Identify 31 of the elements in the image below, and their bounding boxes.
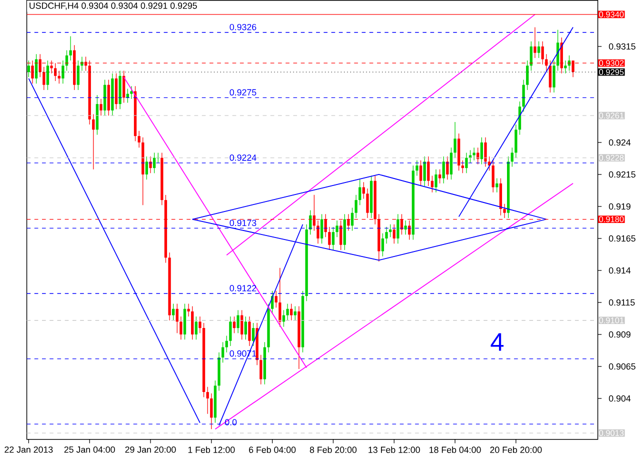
x-tick-label: 20 Feb 20:00 — [490, 446, 542, 453]
y-tick-label: 0.9315 — [608, 43, 636, 50]
ref-line-label: 0.9340 — [599, 11, 624, 18]
ref-line-label: 0.9224 — [230, 154, 256, 161]
y-tick-label: 0.9215 — [608, 171, 636, 178]
ref-line-label: 0.9275 — [230, 89, 256, 96]
y-tick-label: 0.919 — [608, 203, 630, 210]
y-tick-label: 0.914 — [608, 267, 631, 274]
annotation: 0.0 — [225, 418, 237, 426]
x-tick-label: 6 Feb 04:00 — [249, 446, 296, 453]
y-tick-label: 0.924 — [608, 139, 631, 146]
chart-title: USDCHF,H4 0.9304 0.9304 0.9291 0.9295 — [30, 2, 197, 10]
y-tick-label: 0.9165 — [608, 235, 636, 242]
x-tick-label: 1 Feb 12:00 — [188, 446, 235, 453]
ref-line-label: 0.9122 — [230, 284, 256, 292]
annotation: 4 — [490, 333, 504, 351]
x-tick-label: 22 Jan 2013 — [4, 446, 53, 453]
ref-line-label: 0.9326 — [230, 24, 256, 30]
x-tick-label: 29 Jan 20:00 — [125, 446, 176, 453]
ref-line-label: 0.9295 — [599, 69, 624, 75]
y-tick-label: 0.909 — [608, 331, 630, 338]
x-tick-label: 18 Feb 04:00 — [430, 446, 481, 453]
y-tick-label: 0.9065 — [608, 363, 636, 370]
ref-line-label: 0.9302 — [599, 60, 624, 66]
x-tick-label: 25 Jan 04:00 — [64, 446, 115, 453]
y-tick-label: 0.904 — [608, 395, 631, 402]
ref-line-label: 0.9173 — [230, 220, 256, 226]
x-tick-label: 13 Feb 12:00 — [368, 446, 420, 453]
ref-line-label: 0.9180 — [599, 216, 624, 222]
x-tick-label: 8 Feb 20:00 — [310, 446, 357, 453]
y-tick-label: 0.9115 — [608, 299, 635, 306]
